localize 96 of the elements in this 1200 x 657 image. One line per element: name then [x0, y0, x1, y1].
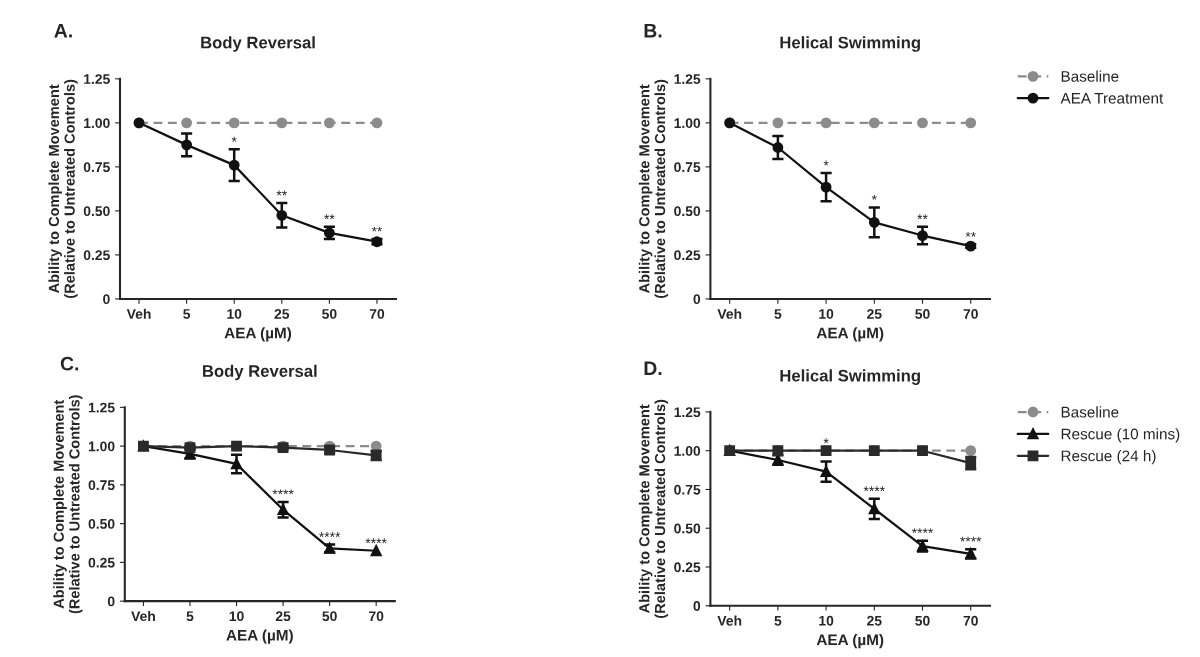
data-label: **** [863, 486, 885, 492]
data-label: ** [371, 226, 383, 232]
point [181, 117, 193, 129]
x-tick-label: Veh [131, 610, 155, 622]
y-tick-label: 0.75 [88, 480, 115, 491]
x-tick-label: 70 [963, 309, 978, 319]
y-tick-label: 1.00 [88, 441, 115, 452]
y-tick-label: 1.00 [674, 118, 701, 129]
y-axis-title: Ability to Complete Movement (Relative to Untreated Controls) [638, 399, 669, 618]
x-axis-title: AEA (µM) [816, 633, 884, 649]
data-label: * [871, 194, 877, 200]
x-tick-label: 25 [867, 309, 882, 319]
data-label: * [823, 160, 829, 166]
legend-label: AEA Treatment [1060, 93, 1164, 104]
data-label: **** [319, 532, 341, 537]
point [965, 445, 977, 457]
legend-label: Baseline [1061, 406, 1119, 418]
x-tick-label: Veh [717, 308, 742, 319]
x-tick-label: 10 [819, 309, 834, 319]
data-label: **** [365, 538, 387, 544]
data-label: ** [276, 190, 287, 196]
point [772, 117, 784, 129]
data-label: * [231, 136, 237, 142]
y-tick-label: 0 [693, 601, 701, 611]
x-tick-label: 25 [274, 309, 290, 319]
y-tick-label: 1.25 [88, 402, 115, 413]
chart-title: Body Reversal [201, 36, 315, 52]
y-tick-label: 0.75 [674, 484, 701, 495]
x-tick-label: 50 [915, 309, 930, 319]
data-label: **** [911, 528, 934, 534]
chart-title: Helical Swimming [780, 369, 920, 385]
text: C. [60, 356, 79, 371]
x-axis-title: AEA (µM) [224, 327, 292, 342]
y-tick-label: 0.25 [674, 562, 701, 573]
chart-title: Helical Swimming [780, 36, 920, 52]
legend-label: Baseline [1061, 70, 1119, 82]
point [917, 117, 928, 129]
data-label: ** [965, 231, 976, 237]
y-tick-label: 1.25 [84, 74, 110, 85]
y-tick-label: 0.50 [674, 206, 701, 217]
x-axis-title: AEA (µM) [226, 629, 293, 644]
point [371, 117, 383, 129]
y-tick-label: 0.50 [674, 523, 701, 534]
point [965, 117, 977, 129]
text: D. [644, 361, 662, 375]
y-tick-label: 0.25 [83, 250, 110, 261]
x-tick-label: 70 [369, 309, 385, 319]
y-tick-label: 1.00 [674, 446, 701, 456]
y-tick-label: 0.25 [88, 557, 115, 568]
x-tick-label: 50 [322, 611, 337, 622]
y-tick-label: 0 [107, 596, 115, 607]
y-tick-label: 0 [693, 294, 701, 305]
y-tick-label: 0.25 [674, 250, 701, 261]
point [323, 117, 335, 129]
x-tick-label: 10 [819, 615, 834, 626]
point [868, 117, 880, 129]
x-tick-label: 50 [915, 615, 930, 626]
x-tick-label: 5 [774, 615, 782, 626]
y-tick-label: 0.75 [674, 162, 701, 173]
legend-label: Rescue (24 h) [1061, 450, 1156, 465]
x-tick-label: 5 [774, 309, 782, 319]
point [370, 545, 382, 557]
chart-title: Body Reversal [203, 364, 317, 381]
y-tick-label: 1.00 [84, 118, 110, 129]
data-label: ** [324, 214, 335, 220]
x-tick-label: 70 [369, 611, 384, 622]
data-label: **** [272, 489, 294, 495]
y-axis-title: Ability to Complete Movement (Relative to Untreated Controls) [53, 395, 83, 614]
y-tick-label: 1.25 [674, 407, 701, 418]
x-tick-label: 10 [227, 309, 242, 319]
y-axis-title: Ability to Complete Movement (Relative to Untreated Controls) [48, 79, 78, 298]
y-tick-label: 0.50 [88, 518, 115, 529]
data-label: * [823, 438, 829, 444]
y-tick-label: 0 [103, 294, 110, 305]
data-label: **** [960, 536, 982, 542]
x-tick-label: Veh [717, 615, 742, 626]
text: A. [54, 24, 72, 38]
y-tick-label: 1.25 [674, 74, 701, 85]
y-tick-label: 0.75 [83, 162, 110, 173]
x-tick-label: 5 [183, 309, 191, 319]
x-axis-title: AEA (µM) [816, 327, 884, 342]
y-axis-title: Ability to Complete Movement (Relative to Untreated Controls) [638, 79, 669, 298]
x-tick-label: 25 [867, 615, 882, 626]
point [820, 117, 832, 129]
y-tick-label: 0.50 [83, 206, 110, 217]
x-tick-label: 50 [322, 309, 337, 319]
x-tick-label: 25 [275, 611, 291, 622]
x-tick-label: Veh [126, 308, 151, 319]
x-tick-label: 70 [963, 615, 978, 626]
x-tick-label: 10 [229, 611, 244, 622]
legend-label: Rescue (10 mins) [1061, 428, 1180, 443]
point [228, 117, 240, 129]
x-tick-label: 5 [186, 611, 194, 622]
point [276, 117, 288, 129]
text: B. [644, 24, 662, 38]
data-label: ** [917, 214, 928, 220]
